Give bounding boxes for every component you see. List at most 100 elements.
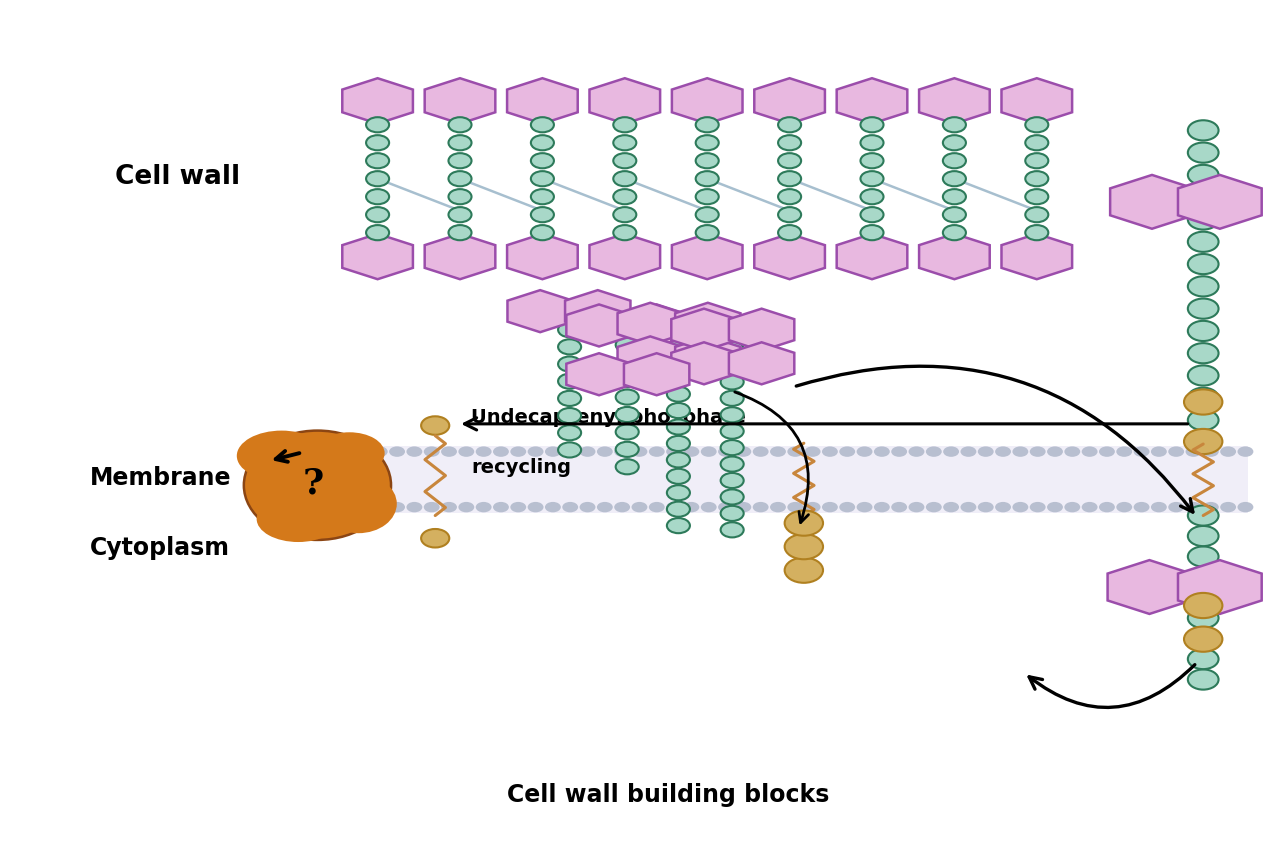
Circle shape: [1029, 447, 1046, 457]
Circle shape: [1184, 627, 1222, 652]
Circle shape: [1025, 153, 1048, 168]
Circle shape: [1134, 502, 1149, 512]
Circle shape: [995, 502, 1011, 512]
Polygon shape: [566, 304, 632, 346]
Text: Cell wall: Cell wall: [115, 164, 241, 189]
Circle shape: [753, 447, 768, 457]
Polygon shape: [623, 353, 690, 395]
Circle shape: [1116, 447, 1133, 457]
Circle shape: [667, 501, 690, 516]
Circle shape: [476, 502, 492, 512]
Circle shape: [531, 189, 554, 204]
Circle shape: [667, 387, 690, 402]
Circle shape: [366, 153, 389, 168]
Circle shape: [371, 447, 388, 457]
Polygon shape: [507, 234, 577, 279]
Circle shape: [1220, 502, 1236, 512]
Circle shape: [407, 502, 422, 512]
Polygon shape: [675, 303, 741, 345]
Circle shape: [268, 447, 284, 457]
Circle shape: [558, 373, 581, 389]
Circle shape: [1203, 502, 1219, 512]
Circle shape: [840, 502, 855, 512]
Circle shape: [1188, 142, 1219, 163]
Circle shape: [721, 473, 744, 488]
Circle shape: [616, 425, 639, 440]
Circle shape: [1188, 547, 1219, 567]
Circle shape: [1188, 432, 1219, 452]
Polygon shape: [837, 78, 908, 124]
Circle shape: [596, 447, 613, 457]
Circle shape: [1188, 343, 1219, 363]
Circle shape: [421, 416, 449, 435]
Polygon shape: [675, 336, 741, 378]
Text: ?: ?: [303, 467, 324, 500]
Circle shape: [721, 489, 744, 505]
Circle shape: [1188, 669, 1219, 690]
Circle shape: [943, 135, 966, 151]
Polygon shape: [564, 290, 631, 332]
Circle shape: [511, 447, 526, 457]
Circle shape: [1025, 225, 1048, 241]
Circle shape: [448, 172, 471, 187]
Circle shape: [616, 442, 639, 457]
Circle shape: [285, 447, 301, 457]
Circle shape: [1012, 447, 1028, 457]
Circle shape: [614, 447, 630, 457]
Circle shape: [448, 225, 471, 241]
Circle shape: [1116, 502, 1133, 512]
Circle shape: [1238, 447, 1253, 457]
Circle shape: [696, 153, 719, 168]
Text: Cytoplasm: Cytoplasm: [90, 537, 229, 560]
Circle shape: [667, 370, 690, 385]
Circle shape: [337, 447, 353, 457]
Circle shape: [891, 502, 908, 512]
Circle shape: [667, 420, 690, 435]
Circle shape: [1188, 209, 1219, 230]
Polygon shape: [342, 234, 413, 279]
Circle shape: [407, 447, 422, 457]
Circle shape: [531, 207, 554, 222]
Circle shape: [805, 502, 820, 512]
Circle shape: [458, 447, 475, 457]
Circle shape: [1151, 502, 1167, 512]
Circle shape: [700, 502, 717, 512]
Circle shape: [1188, 628, 1219, 648]
Ellipse shape: [320, 474, 397, 533]
Circle shape: [778, 225, 801, 241]
Polygon shape: [566, 353, 632, 395]
Circle shape: [1188, 567, 1219, 587]
Circle shape: [805, 447, 820, 457]
Circle shape: [1188, 410, 1219, 431]
Circle shape: [787, 502, 804, 512]
Circle shape: [1169, 447, 1184, 457]
Circle shape: [320, 447, 335, 457]
Circle shape: [616, 459, 639, 474]
Polygon shape: [837, 234, 908, 279]
Circle shape: [778, 207, 801, 222]
Circle shape: [943, 153, 966, 168]
Circle shape: [978, 502, 993, 512]
Circle shape: [1184, 429, 1222, 454]
Circle shape: [531, 172, 554, 187]
Circle shape: [1100, 447, 1115, 457]
Circle shape: [527, 447, 544, 457]
Circle shape: [531, 153, 554, 168]
Text: Cell wall building blocks: Cell wall building blocks: [507, 783, 829, 807]
Circle shape: [458, 502, 475, 512]
Circle shape: [925, 447, 942, 457]
Circle shape: [771, 502, 786, 512]
Circle shape: [943, 502, 959, 512]
Circle shape: [778, 153, 801, 168]
Polygon shape: [672, 234, 742, 279]
Circle shape: [1185, 502, 1202, 512]
Circle shape: [778, 189, 801, 204]
Circle shape: [1188, 608, 1219, 628]
Circle shape: [1220, 447, 1236, 457]
Polygon shape: [1178, 175, 1262, 229]
Circle shape: [1188, 366, 1219, 385]
Polygon shape: [1107, 560, 1192, 614]
Circle shape: [822, 447, 838, 457]
Circle shape: [666, 502, 682, 512]
Circle shape: [616, 389, 639, 405]
